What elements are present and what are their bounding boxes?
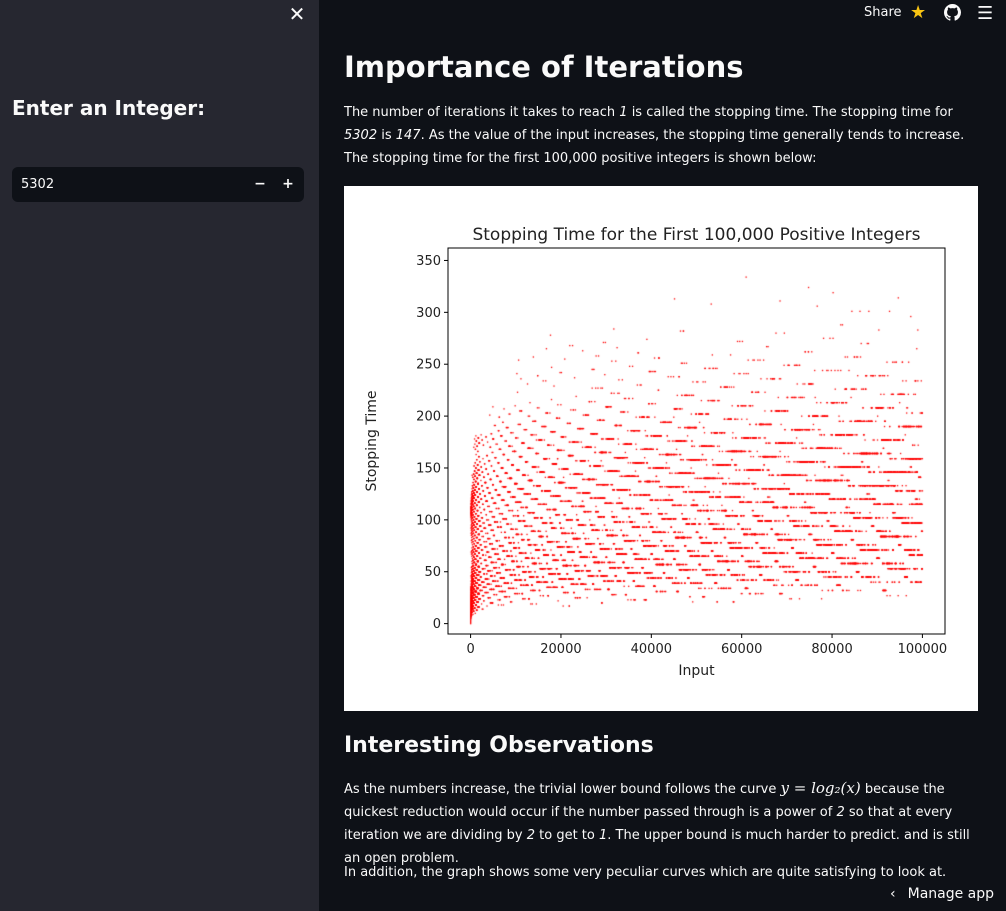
intro-text-1: The number of iterations it takes to rea…: [344, 105, 620, 120]
plot-frame: [447, 247, 946, 635]
increment-button[interactable]: +: [282, 176, 294, 192]
star-icon[interactable]: ★: [910, 2, 927, 23]
stopping-time-chart: 0 20000 40000 60000 80000 100000 0 50 100 150 200 2…: [344, 186, 978, 711]
x-tick-label: 100000: [898, 642, 948, 657]
manage-app-button[interactable]: ‹ Manage app: [890, 886, 994, 902]
obs-math: y = log₂(x): [780, 779, 861, 797]
chart-svg: 0 20000 40000 60000 80000 100000 0 50 100 150 200 2…: [364, 225, 948, 679]
x-tick-label: 20000: [540, 642, 581, 657]
page-title: Importance of Iterations: [344, 50, 744, 84]
intro-stopping-time: 147: [395, 128, 421, 143]
obs-two-2: 2: [526, 828, 535, 843]
obs-text-a: As the numbers increase, the trivial low…: [344, 782, 781, 797]
y-tick-label: 0: [433, 617, 441, 632]
y-tick-label: 350: [416, 254, 441, 269]
obs-text-e: . The upper bound is much harder to pred…: [344, 828, 970, 866]
share-button[interactable]: Share: [864, 5, 902, 20]
intro-text-4: . As the value of the input increases, t…: [344, 128, 965, 166]
x-axis-label: Input: [678, 663, 715, 679]
y-tick-label: 300: [416, 306, 441, 321]
scatter-points: [448, 248, 945, 634]
github-icon[interactable]: [944, 4, 961, 21]
y-tick-label: 100: [416, 513, 441, 528]
chart-title: Stopping Time for the First 100,000 Posi…: [472, 225, 920, 245]
x-tick-label: 0: [466, 642, 474, 657]
obs-text-c: so that at every iteration we are dividi…: [344, 805, 953, 843]
integer-input-value[interactable]: 5302: [21, 177, 55, 192]
x-tick-label: 40000: [631, 642, 672, 657]
y-tick-label: 200: [416, 410, 441, 425]
intro-paragraph: The number of iterations it takes to rea…: [344, 101, 978, 170]
integer-number-input[interactable]: 5302 − +: [12, 167, 304, 202]
intro-text-3: is: [377, 128, 396, 143]
intro-input-value: 5302: [344, 128, 378, 143]
close-sidebar-button[interactable]: ✕: [288, 2, 306, 26]
obs-two: 2: [836, 805, 845, 820]
obs-text-d: to get to: [535, 828, 599, 843]
obs-text-b: because the quickest reduction would occ…: [344, 782, 945, 820]
closing-paragraph: In addition, the graph shows some very p…: [344, 865, 947, 880]
observations-paragraph: As the numbers increase, the trivial low…: [344, 777, 978, 870]
y-axis-label: Stopping Time: [364, 390, 380, 491]
y-tick-label: 250: [416, 358, 441, 373]
intro-one: 1: [619, 105, 628, 120]
sidebar-heading: Enter an Integer:: [12, 96, 206, 120]
intro-text-2: is called the stopping time. The stoppin…: [627, 105, 953, 120]
y-tick-label: 150: [416, 461, 441, 476]
decrement-button[interactable]: −: [254, 176, 266, 192]
x-tick-label: 80000: [811, 642, 852, 657]
manage-app-label: Manage app: [907, 886, 995, 902]
y-tick-label: 50: [424, 565, 441, 580]
sidebar: ✕ Enter an Integer: 5302 − +: [0, 0, 319, 911]
obs-one: 1: [598, 828, 608, 843]
x-tick-label: 60000: [721, 642, 762, 657]
observations-heading: Interesting Observations: [344, 733, 654, 758]
hamburger-menu-icon[interactable]: ☰: [977, 3, 994, 24]
chevron-left-icon: ‹: [890, 886, 896, 902]
